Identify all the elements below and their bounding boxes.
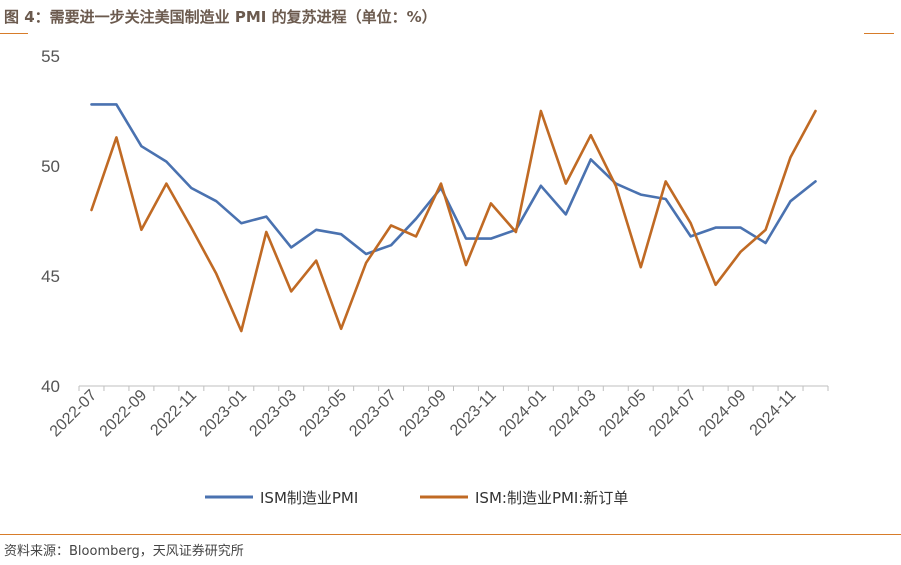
x-tick-label: 2023-09 [396, 387, 450, 441]
x-tick-label: 2022-11 [147, 387, 200, 440]
x-tick-label: 2022-09 [97, 387, 151, 441]
series-line-1 [90, 103, 817, 256]
y-tick-label: 45 [41, 267, 60, 286]
title-rule-left [0, 33, 28, 34]
x-tick-label: 2023-03 [247, 387, 301, 441]
x-tick-label: 2023-05 [296, 387, 350, 441]
legend-label-1: ISM制造业PMI [260, 489, 358, 507]
x-tick-label: 2023-07 [346, 387, 400, 441]
series-line-2 [90, 109, 817, 333]
y-tick-label: 50 [41, 157, 60, 176]
source-note: 资料来源：Bloomberg，天风证券研究所 [4, 544, 244, 559]
y-tick-label: 40 [41, 377, 60, 396]
source-rule [0, 534, 901, 535]
x-tick-label: 2024-05 [596, 387, 650, 441]
chart-title: 图 4：需要进一步关注美国制造业 PMI 的复苏进程（单位：%） [4, 8, 437, 26]
x-tick-label: 2024-01 [496, 387, 550, 441]
x-tick-label: 2024-03 [546, 387, 600, 441]
title-rule-right [864, 33, 894, 34]
x-tick-label: 2023-01 [197, 387, 251, 441]
x-tick-label: 2024-11 [747, 387, 800, 440]
x-tick-label: 2024-07 [646, 387, 700, 441]
line-chart: 404550552022-072022-092022-112023-012023… [41, 47, 829, 507]
legend-label-2: ISM:制造业PMI:新订单 [475, 489, 628, 507]
x-tick-label: 2023-11 [447, 387, 500, 440]
y-tick-label: 55 [41, 47, 60, 66]
x-tick-label: 2024-09 [696, 387, 750, 441]
